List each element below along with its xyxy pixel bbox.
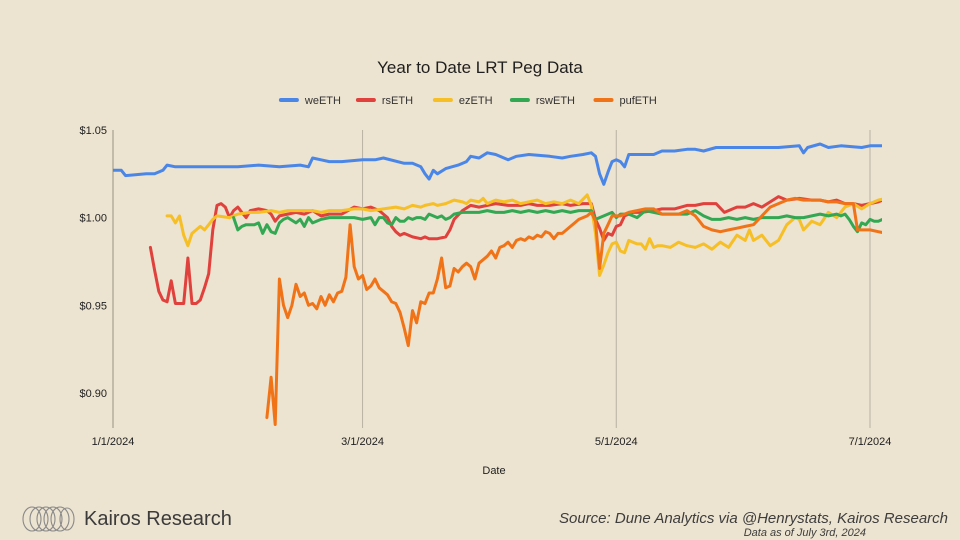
brand-name: Kairos Research xyxy=(84,507,232,530)
y-tick-label: $1.00 xyxy=(79,213,107,225)
series-line-ezETH xyxy=(165,193,882,277)
x-axis-label: Date xyxy=(482,465,505,477)
series-line-rsETH xyxy=(148,195,882,305)
x-tick-label: 1/1/2024 xyxy=(92,436,135,448)
series-line-weETH xyxy=(113,142,882,186)
series-line-rswETH xyxy=(232,209,882,235)
x-tick-label: 5/1/2024 xyxy=(595,436,638,448)
as-of-note: Data as of July 3rd, 2024 xyxy=(743,527,866,539)
overlapping-circles-logo-icon xyxy=(22,506,75,532)
legend-label-rswETH: rswETH xyxy=(536,95,575,107)
y-tick-label: $0.90 xyxy=(79,388,107,400)
x-tick-label: 3/1/2024 xyxy=(341,436,384,448)
y-tick-label: $1.05 xyxy=(79,125,107,137)
source-note: Source: Dune Analytics via @Henrystats, … xyxy=(559,510,948,527)
y-tick-label: $0.95 xyxy=(79,300,107,312)
legend-label-weETH: weETH xyxy=(304,95,341,107)
series-line-pufETH xyxy=(265,196,882,426)
chart-series xyxy=(113,142,882,426)
legend-label-ezETH: ezETH xyxy=(459,95,493,107)
legend-label-pufETH: pufETH xyxy=(620,95,657,107)
chart-title: Year to Date LRT Peg Data xyxy=(377,58,583,77)
legend-label-rsETH: rsETH xyxy=(382,95,413,107)
chart-legend: weETH rsETH ezETH rswETH pufETH xyxy=(278,95,657,107)
chart-grid xyxy=(112,130,871,428)
x-tick-label: 7/1/2024 xyxy=(849,436,892,448)
chart-axes: 1/1/2024 3/1/2024 5/1/2024 7/1/2024 $0.90 $0.… xyxy=(79,125,891,448)
brand: Kairos Research xyxy=(20,506,232,532)
